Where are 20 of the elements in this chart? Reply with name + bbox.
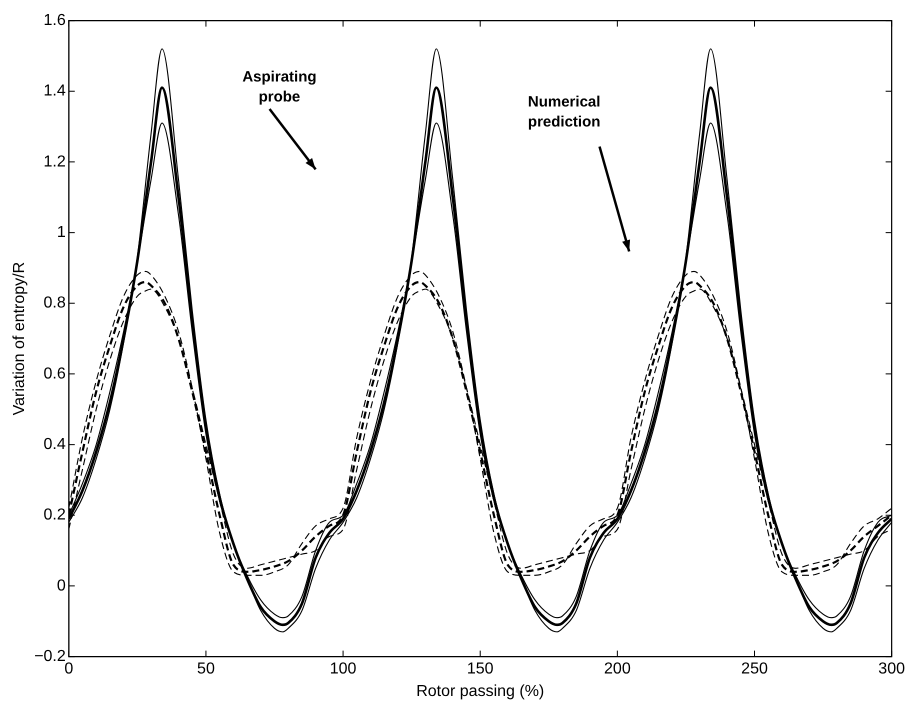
y-tick-label: −0.2 [34,648,66,666]
y-tick-label: 1 [56,224,66,242]
x-tick-label: 250 [741,660,768,678]
x-axis-title: Rotor passing (%) [416,682,544,700]
x-tick-label: 100 [330,660,357,678]
x-tick-label: 150 [466,660,494,678]
y-tick-label: 0 [56,577,66,594]
y-axis-title: Variation of entropy/R [11,262,28,416]
y-tick-label: 0.4 [44,436,66,454]
y-tick-label: 0.8 [44,294,66,312]
y-tick-label: 1.4 [44,82,66,100]
x-tick-label: 300 [878,660,906,678]
y-tick-label: 0.2 [44,506,66,524]
annotation: Numerical prediction [528,93,600,130]
y-tick-label: 1.2 [44,153,66,170]
annotation: Aspirating probe [242,68,317,106]
y-tick-label: 1.6 [44,12,66,30]
y-tick-label: 0.6 [44,365,66,382]
x-tick-label: 200 [604,660,631,678]
x-tick-label: 50 [197,660,215,678]
